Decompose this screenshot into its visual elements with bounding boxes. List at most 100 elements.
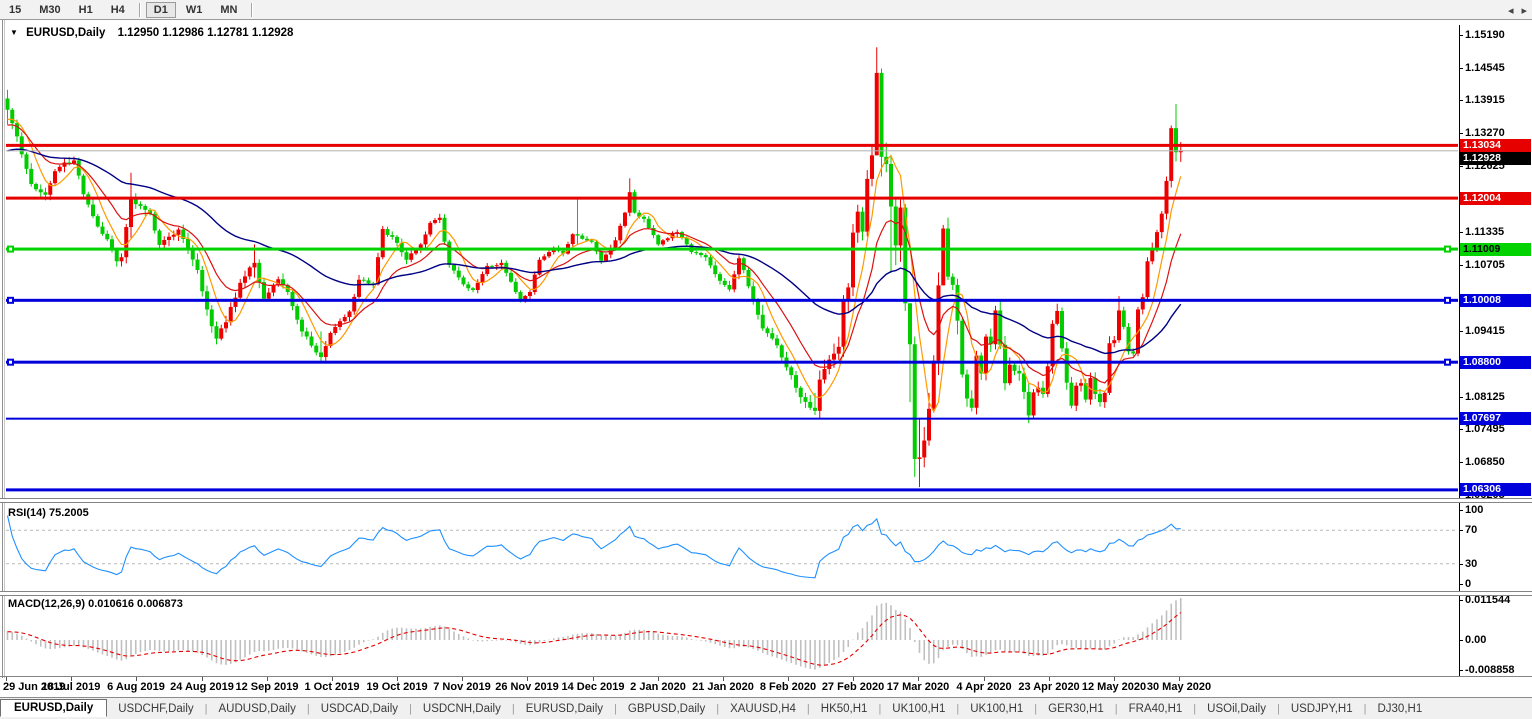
date-label: 23 Apr 2020	[1018, 681, 1080, 693]
tab-separator: |	[511, 702, 515, 715]
price-tick-label: 1.06850	[1459, 456, 1505, 468]
date-label: 14 Dec 2019	[561, 681, 625, 693]
chart-ohlc-values: 1.12950 1.12986 1.12781 1.12928	[117, 27, 294, 39]
tab-separator: |	[614, 702, 617, 715]
macd-axis-label: 0.00	[1459, 634, 1486, 646]
chart-tab-xauusd-h4[interactable]: XAUUSD,H4	[730, 702, 796, 715]
date-tick	[332, 677, 333, 681]
chart-tab-ger30-h1[interactable]: GER30,H1	[1048, 702, 1104, 715]
date-tick	[788, 677, 789, 681]
date-label: 26 Nov 2019	[495, 681, 559, 693]
timeframe-button-h4[interactable]: H4	[110, 3, 125, 16]
tab-separator: |	[1276, 702, 1280, 715]
chart-tab-hk50-h1[interactable]: HK50,H1	[820, 702, 868, 715]
chart-tab-usdcnh-daily[interactable]: USDCNH,Daily	[422, 702, 501, 715]
date-label: 4 Apr 2020	[956, 681, 1012, 693]
chart-tab-eurusd-daily[interactable]: EURUSD,Daily	[0, 699, 108, 717]
price-tick-label: 1.10705	[1459, 259, 1505, 271]
price-tick-label: 1.11335	[1459, 226, 1504, 238]
chart-tab-uk100-h1[interactable]: UK100,H1	[970, 702, 1024, 715]
date-label: 12 Sep 2019	[235, 681, 299, 693]
chart-tab-usdcad-daily[interactable]: USDCAD,Daily	[320, 702, 399, 715]
rsi-label: RSI(14) 75.2005	[8, 507, 89, 519]
date-label: 19 Oct 2019	[366, 681, 428, 693]
date-label: 6 Aug 2019	[107, 681, 165, 693]
tab-scroll-right-icon[interactable]: ▸	[1521, 5, 1527, 17]
toolbar-separator	[251, 2, 253, 17]
date-tick	[267, 677, 268, 681]
pane-separator-bottom	[0, 676, 1532, 677]
date-tick	[984, 677, 985, 681]
toolbar-separator	[138, 2, 140, 17]
price-tick-label: 1.15190	[1459, 29, 1505, 41]
macd-axis-label: 0.011544	[1459, 594, 1510, 606]
date-label: 21 Jan 2020	[692, 681, 754, 693]
tab-separator: |	[956, 702, 960, 715]
date-label: 8 Feb 2020	[759, 681, 817, 693]
hline-price-label: 1.13034	[1460, 138, 1531, 152]
tab-separator: |	[878, 702, 882, 715]
chart-tab-fra40-h1[interactable]: FRA40,H1	[1128, 702, 1183, 715]
rsi-axis-label: 30	[1459, 558, 1477, 570]
timeframe-button-15[interactable]: 15	[9, 3, 22, 16]
tab-separator: |	[1034, 702, 1038, 715]
date-tick	[397, 677, 398, 681]
timeframe-toolbar: 15 M30 H1 H4 D1 W1 MN	[0, 0, 1532, 20]
rsi-pane	[6, 515, 1458, 579]
hline-price-label: 1.11009	[1460, 242, 1531, 256]
chart-tab-usoil-daily[interactable]: USOil,Daily	[1207, 702, 1266, 715]
chart-tab-gbpusd-daily[interactable]: GBPUSD,Daily	[627, 702, 706, 715]
collapse-indicator-icon[interactable]: ▼	[10, 28, 18, 37]
date-tick	[853, 677, 854, 681]
hline-price-label: 1.06306	[1460, 483, 1531, 497]
date-tick	[918, 677, 919, 681]
hline-price-label: 1.07697	[1460, 412, 1531, 426]
timeframe-button-m30[interactable]: M30	[39, 3, 61, 16]
chart-tab-audusd-daily[interactable]: AUDUSD,Daily	[218, 702, 296, 715]
tab-separator: |	[806, 702, 810, 715]
chart-tab-dj30-h1[interactable]: DJ30,H1	[1377, 702, 1423, 715]
tab-separator: |	[204, 702, 208, 715]
tab-separator: |	[306, 702, 310, 715]
date-tick	[71, 677, 72, 681]
date-label: 29 Jun 2019	[3, 681, 66, 693]
date-tick	[1179, 677, 1180, 681]
hline-price-label: 1.08800	[1460, 355, 1531, 369]
rsi-axis-label: 70	[1459, 524, 1477, 536]
ma-slow	[7, 148, 1182, 355]
chart-tab-usdchf-daily[interactable]: USDCHF,Daily	[118, 702, 194, 715]
date-tick	[593, 677, 594, 681]
date-tick	[202, 677, 203, 681]
tab-separator: |	[1114, 702, 1118, 715]
chart-tab-uk100-h1[interactable]: UK100,H1	[892, 702, 946, 715]
date-label: 27 Feb 2020	[821, 681, 885, 693]
macd-axis-label: -0.008858	[1459, 664, 1515, 676]
price-tick-label: 1.14545	[1459, 62, 1505, 74]
macd-pane	[6, 598, 1182, 670]
price-tick-label: 1.13270	[1459, 127, 1505, 139]
chart-tab-usdjpy-h1[interactable]: USDJPY,H1	[1290, 702, 1353, 715]
macd-label: MACD(12,26,9) 0.010616 0.006873	[8, 598, 183, 610]
window-left-border	[2, 20, 3, 696]
date-label: 30 May 2020	[1146, 681, 1212, 693]
date-tick	[658, 677, 659, 681]
tab-separator: |	[716, 702, 720, 715]
date-label: 17 Mar 2020	[886, 681, 950, 693]
price-tick-label: 1.09415	[1459, 325, 1505, 337]
candles	[5, 47, 1183, 488]
pane-separator-rsi[interactable]	[0, 498, 1532, 503]
window-left-border-highlight	[4, 20, 5, 696]
timeframe-button-d1[interactable]: D1	[145, 1, 176, 18]
timeframe-button-h1[interactable]: H1	[78, 3, 93, 16]
tab-scroll-arrows: ◂ ▸	[1500, 4, 1527, 17]
hline-price-label: 1.10008	[1460, 293, 1531, 307]
date-tick	[462, 677, 463, 681]
timeframe-button-w1[interactable]: W1	[185, 3, 203, 16]
pane-separator-macd[interactable]	[0, 591, 1532, 596]
current-price-label: 1.12928	[1460, 151, 1531, 165]
timeframe-button-mn[interactable]: MN	[220, 3, 238, 16]
date-label: 24 Aug 2019	[170, 681, 234, 693]
chart-tab-eurusd-daily[interactable]: EURUSD,Daily	[525, 702, 604, 715]
tab-scroll-left-icon[interactable]: ◂	[1507, 5, 1514, 17]
